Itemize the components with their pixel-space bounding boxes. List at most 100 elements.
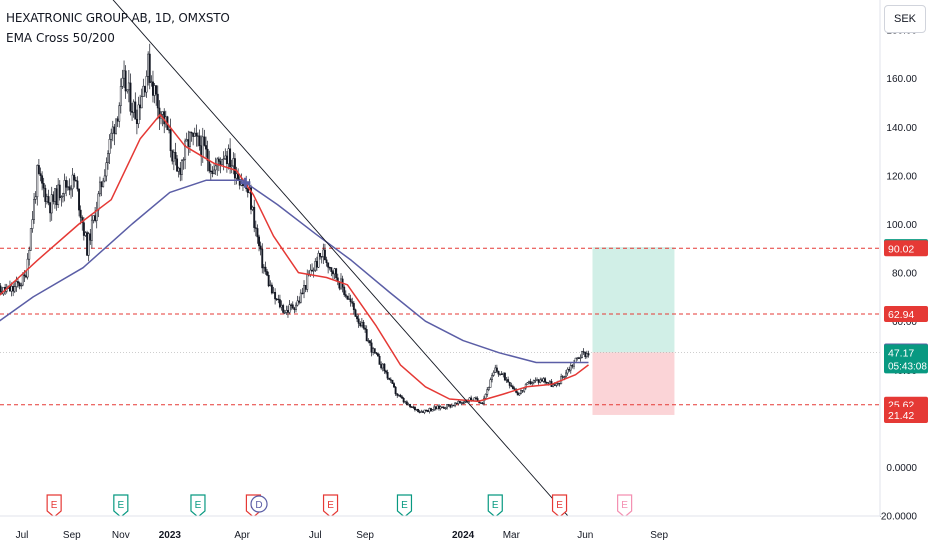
candle-body-188 bbox=[293, 307, 296, 310]
candle-body-253 bbox=[397, 394, 400, 397]
horizontal-lines[interactable] bbox=[0, 247, 880, 406]
event-marker-7[interactable]: E bbox=[487, 494, 503, 518]
event-markers[interactable]: EEEEDEEEEE bbox=[46, 494, 633, 518]
candle-body-18 bbox=[20, 284, 23, 287]
candle-body-290 bbox=[457, 401, 460, 404]
candle-body-333 bbox=[526, 382, 529, 385]
candle-body-45 bbox=[63, 180, 66, 194]
currency-button[interactable]: SEK bbox=[884, 5, 926, 33]
candle-body-133 bbox=[205, 145, 207, 150]
candle-body-208 bbox=[325, 259, 328, 263]
candle-body-245 bbox=[385, 370, 387, 373]
stop-zone[interactable] bbox=[592, 352, 675, 415]
ema-cross-marker[interactable] bbox=[240, 177, 251, 188]
candle-body-191 bbox=[298, 300, 301, 303]
candle-body-90 bbox=[135, 119, 138, 124]
event-marker-6[interactable]: E bbox=[396, 494, 413, 518]
target-zone[interactable] bbox=[592, 247, 675, 353]
candle-body-173 bbox=[269, 284, 272, 287]
candle-body-316 bbox=[499, 373, 502, 375]
candle-body-268 bbox=[421, 411, 424, 413]
candle-body-141 bbox=[217, 158, 220, 162]
candle-body-176 bbox=[274, 292, 277, 300]
candle-body-66 bbox=[97, 193, 100, 211]
candle-body-77 bbox=[115, 118, 117, 134]
candle-body-128 bbox=[197, 135, 199, 137]
earnings-marker-icon[interactable] bbox=[396, 494, 413, 518]
event-marker-1[interactable]: E bbox=[113, 494, 129, 518]
candle-body-96 bbox=[145, 76, 148, 93]
candle-body-267 bbox=[420, 411, 423, 413]
earnings-marker-icon[interactable] bbox=[190, 494, 206, 518]
position-zones[interactable] bbox=[592, 247, 675, 415]
event-label-4: D bbox=[255, 500, 262, 511]
candle-body-258 bbox=[405, 401, 408, 405]
candle-body-274 bbox=[431, 409, 434, 412]
candle-body-23 bbox=[28, 249, 31, 260]
candle-body-371 bbox=[587, 353, 590, 356]
x-tick-10: Sep bbox=[650, 530, 668, 541]
candle-body-304 bbox=[479, 402, 482, 404]
candle-body-148 bbox=[229, 148, 232, 168]
x-tick-3: 2023 bbox=[159, 530, 182, 541]
candle-body-350 bbox=[553, 384, 556, 386]
candle-body-162 bbox=[251, 206, 254, 210]
time-axis[interactable]: Jul Sep Nov 2023 Apr Jul Sep 2024 Mar Jun Sep bbox=[0, 515, 880, 550]
candle-body-349 bbox=[552, 384, 555, 387]
x-tick-0: Jul bbox=[16, 530, 29, 541]
earnings-marker-icon[interactable] bbox=[551, 494, 568, 518]
candle-body-209 bbox=[327, 262, 330, 268]
trendline-group[interactable] bbox=[75, 0, 568, 516]
candle-body-138 bbox=[213, 169, 215, 174]
event-marker-4[interactable]: D bbox=[250, 495, 268, 513]
y-tick-4: 80.00 bbox=[892, 269, 917, 280]
candle-body-329 bbox=[520, 390, 522, 394]
candle-body-213 bbox=[333, 268, 336, 275]
candle-body-266 bbox=[418, 411, 421, 413]
candle-body-167 bbox=[259, 245, 262, 250]
candle-body-33 bbox=[44, 187, 47, 202]
event-marker-5[interactable]: E bbox=[322, 494, 339, 518]
indicator-legend[interactable]: EMA Cross 50/200 bbox=[6, 31, 115, 45]
trendline[interactable] bbox=[75, 0, 568, 516]
earnings-marker-icon[interactable] bbox=[487, 494, 503, 518]
y-tick-7: 140.00 bbox=[886, 123, 917, 134]
candle-body-17 bbox=[18, 282, 21, 287]
event-marker-8[interactable]: E bbox=[551, 494, 568, 518]
candle-body-301 bbox=[475, 397, 477, 399]
candle-body-52 bbox=[74, 179, 77, 182]
event-marker-9[interactable]: E bbox=[617, 494, 633, 518]
candle-body-202 bbox=[315, 261, 318, 268]
candle-body-357 bbox=[565, 372, 567, 378]
candle-body-44 bbox=[62, 193, 64, 197]
candle-body-201 bbox=[314, 261, 317, 271]
earnings-marker-icon[interactable] bbox=[113, 494, 129, 518]
candle-body-210 bbox=[328, 267, 331, 269]
candle-body-72 bbox=[107, 153, 109, 163]
event-marker-2[interactable]: E bbox=[190, 494, 206, 518]
earnings-marker-icon[interactable] bbox=[46, 494, 62, 518]
candle-body-137 bbox=[211, 170, 214, 174]
candle-body-182 bbox=[283, 312, 286, 314]
candle-body-286 bbox=[450, 404, 453, 408]
candle-body-71 bbox=[105, 162, 108, 177]
price-axis[interactable]: -20.00000.000040.0060.0080.00100.00120.0… bbox=[878, 0, 932, 550]
candle-body-112 bbox=[171, 150, 174, 162]
candle-body-254 bbox=[399, 394, 402, 398]
candle-body-232 bbox=[364, 327, 367, 330]
price-label-bg-4 bbox=[884, 344, 928, 374]
candle-body-356 bbox=[563, 376, 566, 378]
candle-body-169 bbox=[262, 266, 265, 269]
event-marker-0[interactable]: E bbox=[46, 494, 62, 518]
dividend-marker-icon[interactable] bbox=[250, 495, 268, 513]
earnings-marker-icon[interactable] bbox=[322, 494, 339, 518]
candle-body-127 bbox=[195, 132, 198, 137]
candle-body-281 bbox=[442, 407, 445, 409]
candle-body-369 bbox=[584, 352, 587, 358]
candle-body-40 bbox=[55, 188, 58, 206]
candle-body-238 bbox=[373, 348, 376, 353]
earnings-marker-icon[interactable] bbox=[617, 494, 633, 518]
candle-body-257 bbox=[404, 401, 407, 403]
candle-body-117 bbox=[179, 167, 182, 175]
